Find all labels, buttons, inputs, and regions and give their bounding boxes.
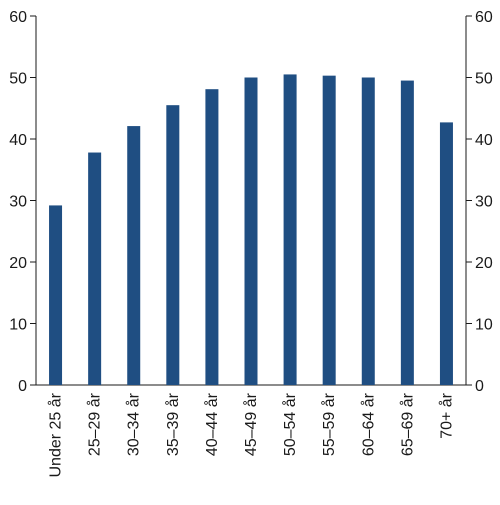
category-label: 25–29 år bbox=[86, 392, 104, 456]
category-label: 40–44 år bbox=[203, 392, 221, 456]
bar bbox=[361, 77, 375, 385]
category-label: 45–49 år bbox=[242, 392, 260, 456]
bar bbox=[49, 205, 63, 385]
left-tick-label: 20 bbox=[9, 255, 27, 272]
bar bbox=[244, 77, 258, 385]
bar bbox=[439, 122, 453, 385]
right-tick-label: 60 bbox=[475, 9, 493, 26]
bar bbox=[322, 75, 336, 385]
bar bbox=[283, 74, 297, 386]
left-tick-label: 50 bbox=[9, 71, 27, 88]
category-label: 65–69 år bbox=[398, 392, 416, 456]
right-tick-label: 40 bbox=[475, 132, 493, 149]
bar bbox=[127, 126, 141, 385]
left-tick-label: 30 bbox=[9, 194, 27, 211]
category-label: 35–39 år bbox=[164, 392, 182, 456]
category-labels: Under 25 år 25–29 år 30–34 år 35–39 år 40–44… bbox=[47, 392, 456, 477]
right-tick-label: 20 bbox=[475, 255, 493, 272]
category-label: Under 25 år bbox=[47, 392, 65, 477]
left-tick-label: 10 bbox=[9, 317, 27, 334]
right-tick-label: 10 bbox=[475, 317, 493, 334]
left-tick-label: 60 bbox=[9, 9, 27, 26]
category-label: 70+ år bbox=[437, 392, 455, 438]
right-tick-label: 50 bbox=[475, 71, 493, 88]
y-ticks: 0 0 10 10 20 20 30 30 40 40 50 50 60 60 bbox=[9, 9, 493, 395]
right-tick-label: 30 bbox=[475, 194, 493, 211]
left-tick-label: 0 bbox=[18, 378, 27, 395]
bars bbox=[49, 74, 453, 386]
category-label: 50–54 år bbox=[281, 392, 299, 456]
category-label: 55–59 år bbox=[320, 392, 338, 456]
bar bbox=[400, 80, 414, 385]
right-tick-label: 0 bbox=[475, 378, 484, 395]
left-tick-label: 40 bbox=[9, 132, 27, 149]
bar bbox=[88, 152, 102, 385]
bar bbox=[205, 89, 219, 385]
category-label: 30–34 år bbox=[125, 392, 143, 456]
bar bbox=[166, 105, 180, 386]
category-label: 60–64 år bbox=[359, 392, 377, 456]
